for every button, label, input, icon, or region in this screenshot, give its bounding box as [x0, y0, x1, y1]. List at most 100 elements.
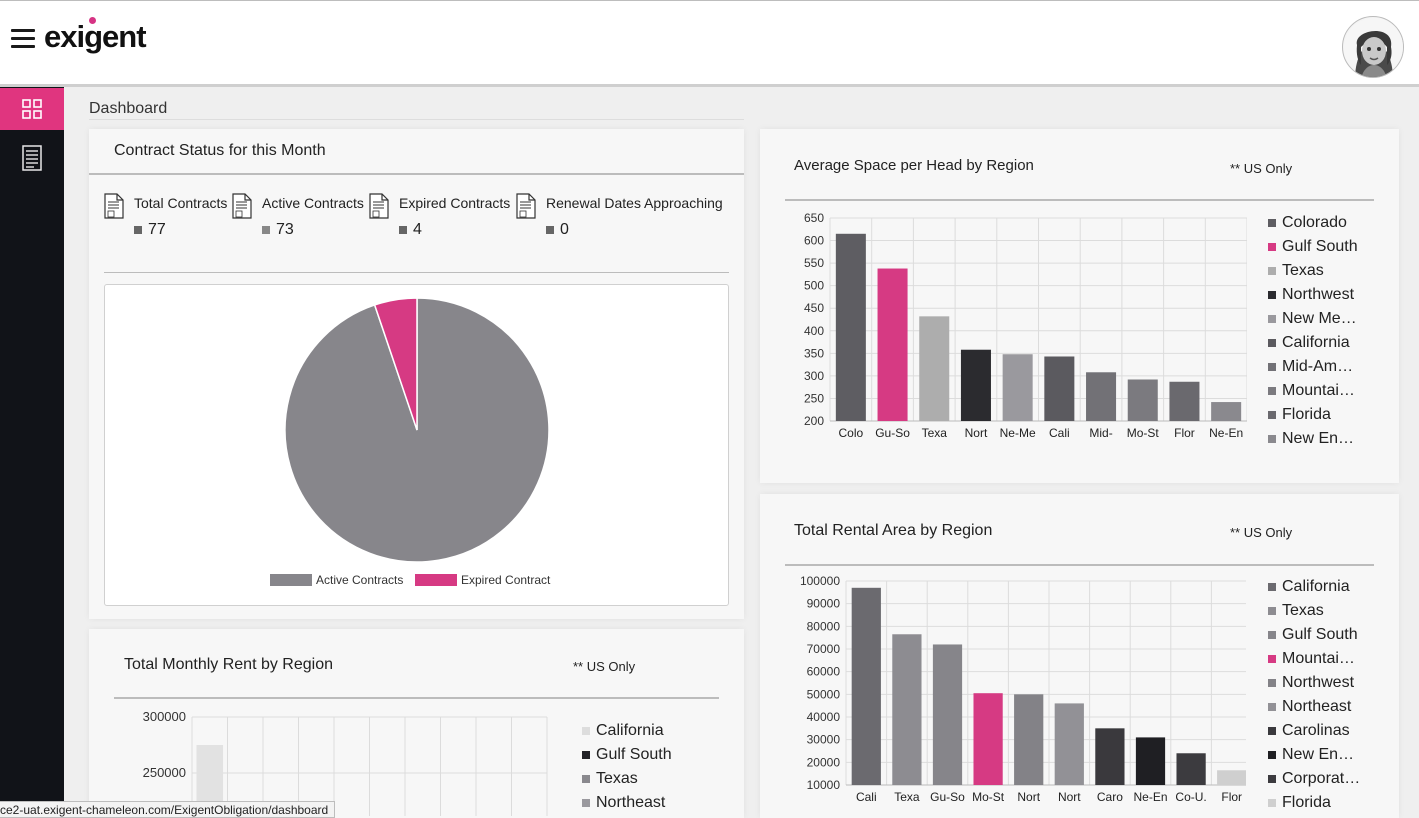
monthly-rent-legend: California Gulf South Texas Northeast: [582, 719, 672, 815]
legend-swatch: [1268, 291, 1276, 299]
y-tick-label: 300000: [143, 709, 186, 724]
document-list-icon: [22, 145, 42, 171]
card-divider: [785, 199, 1374, 201]
legend-label: California: [1282, 578, 1350, 595]
legend-expired-contract[interactable]: Expired Contract: [415, 573, 550, 587]
y-tick-label: 50000: [807, 687, 841, 701]
hamburger-menu-icon[interactable]: [11, 29, 35, 49]
x-tick-label: Cali: [856, 790, 877, 804]
bar[interactable]: [1014, 694, 1044, 785]
bar[interactable]: [919, 316, 950, 421]
legend-item[interactable]: Carolinas: [1268, 719, 1360, 743]
legend-item[interactable]: Mid-Am…: [1268, 355, 1358, 379]
legend-item[interactable]: California: [1268, 575, 1360, 599]
legend-item[interactable]: Florida: [1268, 791, 1360, 815]
exigent-logo[interactable]: exigent: [44, 17, 147, 54]
x-tick-label: Mid-: [1089, 426, 1112, 440]
stat-value: 77: [148, 221, 166, 238]
x-tick-label: Gu-So: [875, 426, 910, 440]
bar[interactable]: [1135, 737, 1166, 785]
y-tick-label: 650: [804, 211, 824, 225]
legend-label: Florida: [1282, 406, 1331, 423]
legend-item[interactable]: Florida: [1268, 403, 1358, 427]
legend-item[interactable]: Gulf South: [1268, 623, 1360, 647]
legend-item[interactable]: Texas: [582, 767, 672, 791]
legend-swatch: [582, 751, 590, 759]
bar[interactable]: [1044, 356, 1075, 421]
user-avatar[interactable]: [1342, 16, 1404, 78]
bar[interactable]: [851, 587, 881, 785]
legend-label: Corporat…: [1282, 770, 1361, 787]
x-tick-label: Gu-So: [930, 790, 965, 804]
legend-label: Northwest: [1282, 674, 1355, 691]
legend-item[interactable]: Mountai…: [1268, 647, 1360, 671]
y-tick-label: 350: [804, 346, 824, 360]
bar[interactable]: [1002, 354, 1033, 421]
avg-space-legend: Colorado Gulf South Texas Northwest New Me… C…: [1268, 211, 1358, 451]
y-tick-label: 30000: [807, 733, 841, 747]
sidebar-item-reports[interactable]: [0, 137, 64, 179]
legend-active-contracts[interactable]: Active Contracts: [270, 573, 403, 587]
legend-swatch: [1268, 799, 1276, 807]
legend-swatch: [1268, 703, 1276, 711]
stats-divider: [104, 272, 729, 273]
legend-swatch: [582, 799, 590, 807]
stat-label: Total Contracts: [134, 195, 228, 211]
bar[interactable]: [932, 644, 963, 785]
legend-item[interactable]: Northwest: [1268, 671, 1360, 695]
legend-swatch: [1268, 243, 1276, 251]
legend-item[interactable]: New Me…: [1268, 307, 1358, 331]
x-tick-label: Nort: [1017, 790, 1040, 804]
x-tick-label: Mo-St: [972, 790, 1005, 804]
legend-label: Texas: [596, 770, 638, 787]
bar[interactable]: [835, 233, 866, 421]
legend-item[interactable]: Corporat…: [1268, 767, 1360, 791]
legend-swatch: [1268, 411, 1276, 419]
bar[interactable]: [877, 268, 908, 421]
bar[interactable]: [1054, 703, 1084, 785]
sidebar: [0, 87, 64, 818]
document-icon: [369, 193, 389, 219]
x-tick-label: Texa: [894, 790, 920, 804]
pie-chart-box: Active Contracts Expired Contract: [104, 284, 729, 606]
legend-item[interactable]: New En…: [1268, 427, 1358, 451]
legend-item[interactable]: California: [1268, 331, 1358, 355]
bar[interactable]: [1169, 381, 1200, 421]
bar[interactable]: [892, 634, 922, 785]
sidebar-item-dashboard[interactable]: [0, 88, 64, 130]
legend-item[interactable]: Mountai…: [1268, 379, 1358, 403]
legend-item[interactable]: Northeast: [1268, 695, 1360, 719]
x-tick-label: Flor: [1221, 790, 1242, 804]
y-tick-label: 600: [804, 234, 824, 248]
breadcrumb[interactable]: Dashboard: [89, 100, 168, 117]
legend-swatch: [1268, 607, 1276, 615]
bar[interactable]: [1127, 379, 1158, 421]
y-tick-label: 90000: [807, 597, 841, 611]
legend-item[interactable]: New En…: [1268, 743, 1360, 767]
legend-item[interactable]: Gulf South: [1268, 235, 1358, 259]
legend-swatch: [1268, 631, 1276, 639]
legend-item[interactable]: Texas: [1268, 259, 1358, 283]
contract-pie-chart: [284, 297, 550, 563]
card-divider: [785, 564, 1374, 566]
legend-label: Texas: [1282, 262, 1324, 279]
legend-label: California: [1282, 334, 1350, 351]
bar[interactable]: [973, 693, 1003, 785]
legend-item[interactable]: California: [582, 719, 672, 743]
rental-area-title: Total Rental Area by Region: [794, 522, 993, 539]
y-tick-label: 10000: [807, 778, 841, 792]
bar[interactable]: [960, 349, 991, 421]
legend-item[interactable]: Texas: [1268, 599, 1360, 623]
legend-item[interactable]: Northeast: [582, 791, 672, 815]
bar[interactable]: [1176, 753, 1206, 785]
bar[interactable]: [1086, 372, 1117, 421]
legend-item[interactable]: Gulf South: [582, 743, 672, 767]
legend-item[interactable]: Colorado: [1268, 211, 1358, 235]
legend-swatch: [1268, 775, 1276, 783]
bar[interactable]: [1095, 728, 1125, 785]
pie-slice-expired[interactable]: [373, 297, 418, 431]
bar[interactable]: [1211, 402, 1242, 421]
bar[interactable]: [1217, 770, 1246, 785]
legend-item[interactable]: Northwest: [1268, 283, 1358, 307]
legend-swatch: [582, 727, 590, 735]
